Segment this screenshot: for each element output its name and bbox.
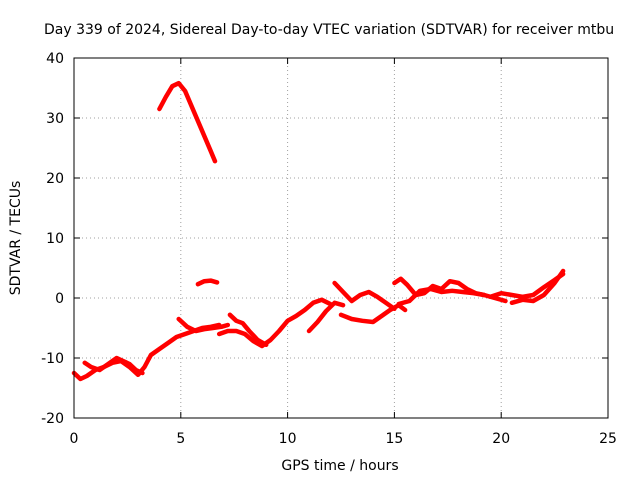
data-series xyxy=(71,80,566,382)
x-tick-label: 10 xyxy=(279,431,297,447)
y-tick-label: 10 xyxy=(46,231,64,247)
x-tick-label: 25 xyxy=(599,431,617,447)
series-line-arc-9 xyxy=(332,280,397,312)
y-tick-label: 0 xyxy=(55,291,64,307)
series-line-arc-14 xyxy=(509,268,566,306)
x-tick-label: 5 xyxy=(176,431,185,447)
y-tick-label: -10 xyxy=(41,351,64,367)
y-tick-label: 40 xyxy=(46,51,64,67)
y-tick-label: 30 xyxy=(46,111,64,127)
x-tick-label: 0 xyxy=(70,431,79,447)
series-line-arc-6 xyxy=(216,297,333,349)
series-line-arc-12 xyxy=(396,286,508,307)
series-line-arc-13 xyxy=(488,271,566,300)
series-line-arc-5 xyxy=(176,316,231,334)
axis-ticks: 0 5 10 15 20 25 -20 -10 0 10 20 30 40 xyxy=(41,51,617,447)
x-tick-label: 20 xyxy=(492,431,510,447)
series-line-arc-10 xyxy=(338,302,408,325)
series-line-arc-4 xyxy=(195,278,220,287)
y-tick-label: -20 xyxy=(41,411,64,427)
series-line-arc-8 xyxy=(306,300,346,334)
x-tick-label: 15 xyxy=(385,431,403,447)
y-axis-title: SDTVAR / TECUs xyxy=(8,181,24,296)
chart-title: Day 339 of 2024, Sidereal Day-to-day VTE… xyxy=(44,22,614,38)
series-line-arc-2 xyxy=(82,355,145,376)
plot-frame xyxy=(73,57,609,419)
series-line-arc-3 xyxy=(157,80,218,164)
grid xyxy=(74,58,608,418)
series-line-arc-11 xyxy=(392,276,487,298)
y-tick-label: 20 xyxy=(46,171,64,187)
x-axis-title: GPS time / hours xyxy=(281,458,398,474)
series-line-arc-7 xyxy=(227,312,269,348)
